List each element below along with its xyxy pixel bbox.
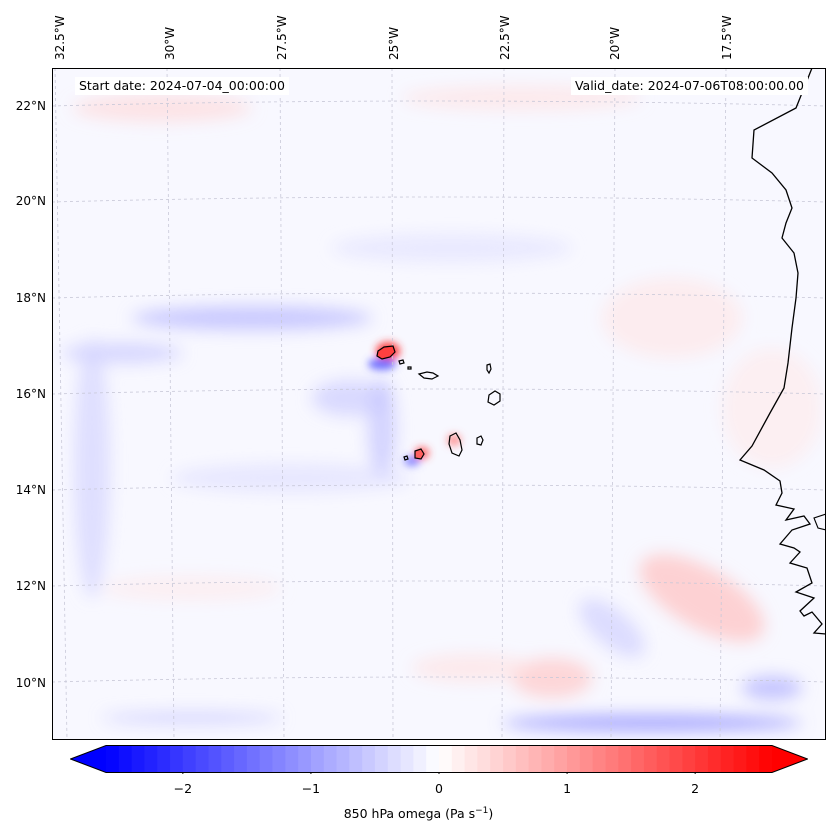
colorbar-segment: [170, 745, 184, 773]
omega-field-map: [52, 68, 826, 740]
colorbar-segment: [464, 745, 479, 773]
graticule: [52, 68, 826, 740]
lat-label-22n: 22°N: [15, 99, 46, 113]
map-panel[interactable]: [52, 68, 826, 740]
lon-label-30w: 30°W: [163, 26, 177, 60]
colorbar-segment: [451, 745, 466, 773]
colorbar-segment: [643, 745, 658, 773]
lon-label-25w: 25°W: [387, 26, 401, 60]
island-boa-vista: [487, 390, 501, 406]
colorbar-segment: [259, 745, 274, 773]
colorbar-segment: [400, 745, 414, 773]
colorbar-segment: [323, 745, 338, 773]
cape-verde-islands: [376, 345, 501, 461]
colorbar-segment: [503, 745, 517, 773]
colorbar-tick-label: −2: [173, 781, 193, 796]
colorbar-segment: [439, 745, 453, 773]
lat-label-18n: 18°N: [15, 291, 46, 305]
colorbar-segment: [310, 745, 325, 773]
colorbar-segment: [682, 745, 696, 773]
colorbar-segment: [631, 745, 645, 773]
colorbar-segment: [477, 745, 491, 773]
lon-label-20w: 20°W: [608, 26, 622, 60]
colorbar-tick-label: 1: [563, 781, 572, 796]
lon-label-32-5w: 32.5°W: [53, 15, 67, 60]
colorbar-graphic: [70, 745, 808, 774]
colorbar-segment: [182, 745, 197, 773]
colorbar-segment: [221, 745, 235, 773]
colorbar-extend-min: [70, 745, 106, 773]
colorbar-segment: [426, 745, 440, 773]
colorbar-ticks: [182, 772, 696, 774]
colorbar-segment: [515, 745, 530, 773]
colorbar-segment: [349, 745, 363, 773]
map-background: [52, 68, 826, 740]
lon-label-27-5w: 27.5°W: [275, 15, 289, 60]
colorbar-segment: [579, 745, 594, 773]
valid-date-label: Valid_date: 2024-07-06T08:00:00.00: [570, 77, 808, 95]
colorbar-segment: [285, 745, 299, 773]
lat-label-20n: 20°N: [15, 194, 46, 208]
lat-label-12n: 12°N: [15, 579, 46, 593]
colorbar-segment: [298, 745, 312, 773]
colorbar-segments: [70, 745, 808, 773]
island-sal: [486, 363, 492, 375]
colorbar-segment: [246, 745, 261, 773]
colorbar-segment: [208, 745, 222, 773]
colorbar-segment: [528, 745, 543, 773]
colorbar-segment: [759, 745, 773, 773]
colorbar-segment: [336, 745, 350, 773]
lon-label-22-5w: 22.5°W: [498, 15, 512, 60]
colorbar-segment: [490, 745, 504, 773]
colorbar-segment: [362, 745, 376, 773]
colorbar-segment: [374, 745, 389, 773]
lon-label-17-5w: 17.5°W: [720, 15, 734, 60]
colorbar-segment: [746, 745, 760, 773]
colorbar-segment: [656, 745, 671, 773]
colorbar-segment: [131, 745, 146, 773]
colorbar-segment: [144, 745, 158, 773]
island-santiago: [448, 432, 463, 457]
omega-anomalies: [62, 86, 822, 731]
colorbar-segment: [554, 745, 568, 773]
colorbar-tick-label: −1: [301, 781, 321, 796]
start-date-label: Start date: 2024-07-04_00:00:00: [75, 77, 289, 95]
colorbar-tick-label: 0: [435, 781, 443, 796]
colorbar-segment: [387, 745, 402, 773]
island-maio: [476, 435, 484, 446]
island-brava: [403, 455, 409, 461]
colorbar-segment: [195, 745, 210, 773]
colorbar-segment: [605, 745, 619, 773]
colorbar-segment: [157, 745, 171, 773]
colorbar-segment: [567, 745, 581, 773]
colorbar-segment: [413, 745, 427, 773]
colorbar-segment: [720, 745, 735, 773]
island-sao-vicente: [398, 359, 405, 365]
colorbar-segment: [106, 745, 120, 773]
island-santo-antao: [376, 345, 396, 360]
colorbar-segment: [272, 745, 286, 773]
island-sao-nicolau: [417, 371, 440, 380]
colorbar[interactable]: [70, 744, 808, 774]
lat-label-10n: 10°N: [15, 676, 46, 690]
colorbar-segment: [669, 745, 683, 773]
colorbar-segment: [234, 745, 248, 773]
colorbar-segment: [618, 745, 632, 773]
colorbar-segment: [733, 745, 747, 773]
colorbar-segment: [541, 745, 555, 773]
colorbar-label: 850 hPa omega (Pa s−1): [343, 806, 494, 822]
colorbar-segment: [592, 745, 607, 773]
colorbar-segment: [707, 745, 722, 773]
island-fogo: [414, 448, 425, 460]
colorbar-segment: [695, 745, 709, 773]
lat-label-16n: 16°N: [15, 387, 46, 401]
african-coastline-detail: [813, 513, 826, 531]
lat-label-14n: 14°N: [15, 483, 46, 497]
colorbar-segment: [118, 745, 133, 773]
african-coastline[interactable]: [738, 68, 826, 635]
island-santa-luzia: [407, 366, 412, 370]
colorbar-tick-label: 2: [691, 781, 700, 796]
colorbar-extend-max: [772, 745, 808, 773]
